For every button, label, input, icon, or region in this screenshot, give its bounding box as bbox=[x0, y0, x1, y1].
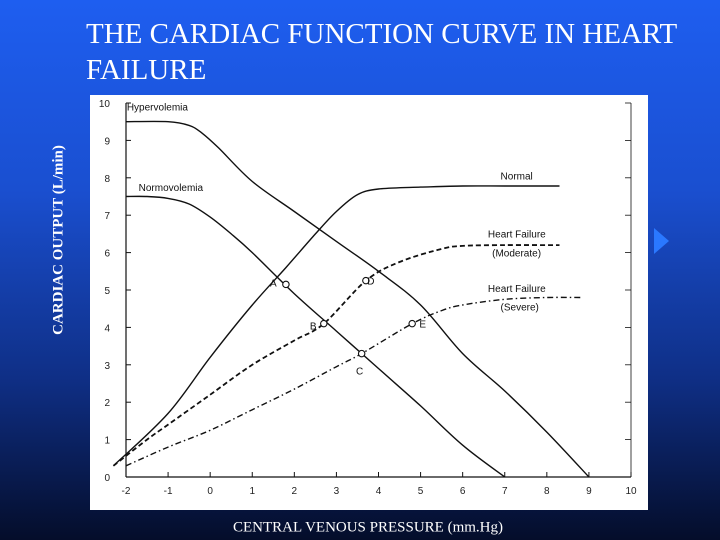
equilibrium-point-a bbox=[282, 280, 290, 289]
equilibrium-point-d bbox=[362, 276, 370, 285]
equilibrium-label-d: D bbox=[367, 277, 374, 288]
equilibrium-point-c bbox=[357, 349, 366, 358]
x-tick-label: 2 bbox=[292, 486, 298, 497]
slide-title: THE CARDIAC FUNCTION CURVE IN HEART FAIL… bbox=[86, 18, 677, 86]
equilibrium-point-b bbox=[320, 319, 328, 328]
x-tick-label: 10 bbox=[625, 486, 637, 497]
curve-label: Heart Failure bbox=[488, 230, 546, 241]
y-tick-label: 3 bbox=[104, 361, 110, 372]
equilibrium-point-e bbox=[408, 319, 416, 328]
y-tick-label: 0 bbox=[104, 473, 110, 484]
chart-plot-area: -2 -1 0 1 2 3 4 5 6 7 8 9 10 0 1 2 3 4 5 6 7 8 9 10 Hypervolemia… bbox=[90, 95, 648, 510]
series-line-hypervolemia bbox=[125, 120, 590, 478]
curve-label: Hypervolemia bbox=[127, 102, 189, 113]
x-tick-label: -1 bbox=[164, 486, 173, 497]
curve-label: (Severe) bbox=[501, 303, 539, 314]
y-tick-label: 8 bbox=[104, 174, 110, 185]
cardiac-function-chart: -2 -1 0 1 2 3 4 5 6 7 8 9 10 0 1 2 3 4 5 6 7 8 9 10 Hypervolemia… bbox=[99, 99, 637, 497]
series-line-normovolemia bbox=[125, 195, 506, 478]
x-tick-label: 9 bbox=[586, 486, 592, 497]
y-tick-label: 7 bbox=[104, 211, 110, 222]
curve-label: Normal bbox=[501, 172, 533, 183]
x-tick-label: 6 bbox=[460, 486, 466, 497]
x-tick-label: 3 bbox=[334, 486, 340, 497]
series-line-normal bbox=[112, 185, 560, 467]
curve-label: Normovolemia bbox=[139, 183, 204, 194]
x-tick-label: 4 bbox=[376, 486, 382, 497]
x-tick-label: 7 bbox=[502, 486, 508, 497]
next-slide-arrow-icon[interactable] bbox=[654, 228, 669, 254]
equilibrium-label-b: B bbox=[310, 322, 317, 333]
x-tick-label: 1 bbox=[249, 486, 255, 497]
y-tick-label: 2 bbox=[104, 398, 110, 409]
series-line-heart-failure-severe bbox=[125, 296, 581, 467]
x-tick-label: 8 bbox=[544, 486, 550, 497]
y-tick-label: 6 bbox=[104, 249, 110, 260]
y-tick-label: 4 bbox=[104, 323, 110, 334]
equilibrium-label-e: E bbox=[419, 320, 426, 331]
curve-label: (Moderate) bbox=[492, 248, 541, 259]
y-tick-label: 1 bbox=[104, 436, 110, 447]
equilibrium-label-c: C bbox=[356, 366, 363, 377]
x-tick-label: 0 bbox=[207, 486, 213, 497]
curve-label: Heart Failure bbox=[488, 284, 546, 295]
y-axis-label: CARDIAC OUTPUT (L/min) bbox=[50, 145, 67, 335]
series-line-heart-failure-moderate bbox=[112, 244, 560, 467]
x-tick-label: 5 bbox=[418, 486, 424, 497]
equilibrium-label-a: A bbox=[270, 279, 277, 290]
y-tick-label: 9 bbox=[104, 136, 110, 147]
y-tick-label: 10 bbox=[99, 99, 111, 110]
x-tick-label: -2 bbox=[122, 486, 131, 497]
x-axis-label: CENTRAL VENOUS PRESSURE (mm.Hg) bbox=[232, 519, 504, 536]
y-tick-label: 5 bbox=[104, 286, 110, 297]
